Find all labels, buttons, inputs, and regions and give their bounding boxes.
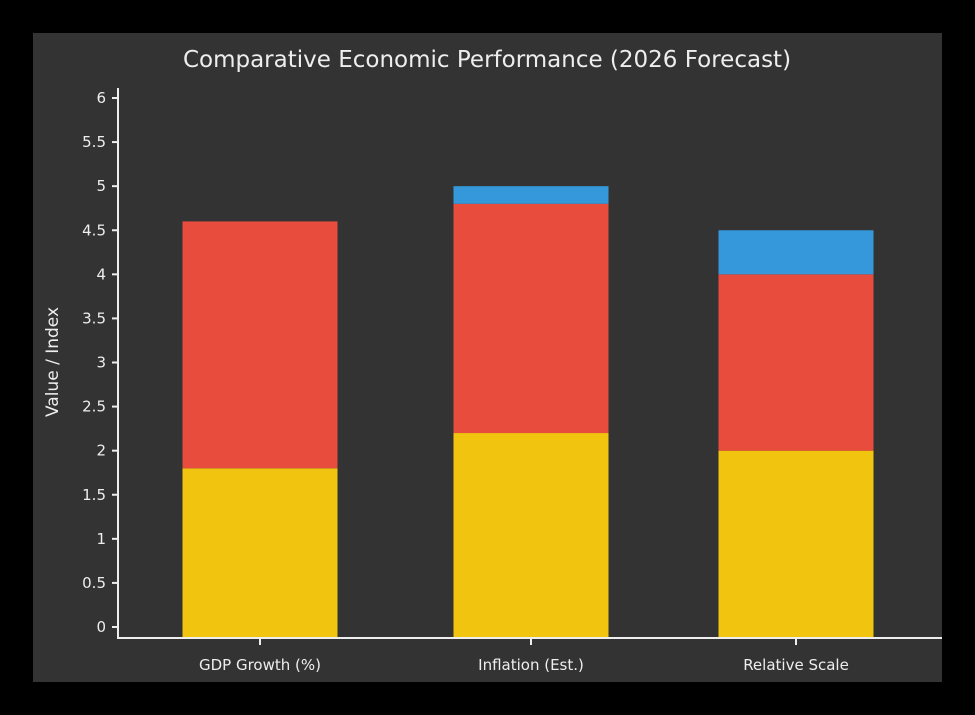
y-axis-label: Value / Index <box>43 307 63 417</box>
bar-segment <box>453 203 609 434</box>
y-tick-label: 1 <box>96 530 106 548</box>
bar-segment <box>182 221 338 469</box>
bar-segment <box>718 230 874 275</box>
y-tick-label: 4 <box>96 265 106 283</box>
bar-segment <box>718 274 874 451</box>
y-tick-label: 0.5 <box>82 574 106 592</box>
y-tick-label: 2.5 <box>82 398 106 416</box>
bar-segment <box>453 433 609 637</box>
y-tick-label: 5.5 <box>82 133 106 151</box>
y-tick-label: 6 <box>96 89 106 107</box>
bar-segment <box>182 468 338 637</box>
bar-segment <box>453 186 609 204</box>
y-tick-label: 0 <box>96 618 106 636</box>
chart-title: Comparative Economic Performance (2026 F… <box>183 47 791 73</box>
y-tick-label: 3.5 <box>82 309 106 327</box>
x-tick-label: Relative Scale <box>743 656 849 674</box>
x-tick-label: Inflation (Est.) <box>478 656 584 674</box>
y-tick-label: 4.5 <box>82 221 106 239</box>
y-tick-label: 1.5 <box>82 486 106 504</box>
x-tick-label: GDP Growth (%) <box>199 656 321 674</box>
y-tick-label: 3 <box>96 354 106 372</box>
y-tick-label: 5 <box>96 177 106 195</box>
y-tick-label: 2 <box>96 442 106 460</box>
bar-segment <box>718 450 874 637</box>
